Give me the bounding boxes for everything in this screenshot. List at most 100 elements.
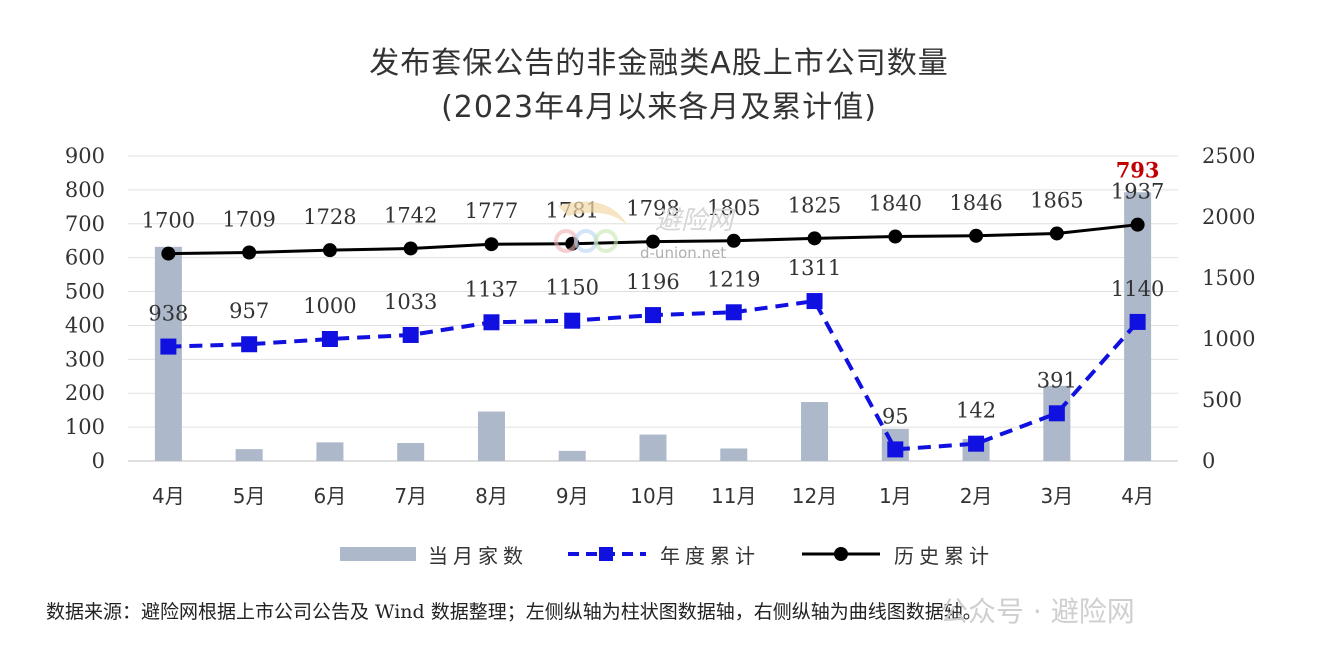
left-axis-tick-label: 800 [65, 178, 105, 202]
annual-data-label: 142 [956, 399, 996, 423]
legend-dashed-line-swatch [568, 547, 646, 561]
history-data-label: 1840 [869, 192, 922, 216]
history-marker [1130, 217, 1145, 232]
right-axis-tick-label: 2000 [1202, 205, 1255, 229]
right-axis-tick-label: 1500 [1202, 266, 1255, 290]
annual-marker [564, 312, 581, 329]
x-axis-tick-label: 2月 [960, 484, 993, 508]
history-marker [969, 228, 984, 243]
annual-data-label: 1137 [465, 277, 518, 301]
annual-marker [645, 307, 661, 324]
annual-data-label: 391 [1037, 368, 1077, 392]
bar [1043, 385, 1071, 461]
left-axis-tick-label: 0 [92, 449, 105, 473]
watermark-logo-icon [548, 196, 668, 266]
history-marker [403, 241, 418, 256]
annual-marker [1048, 405, 1065, 422]
x-axis-tick-label: 4月 [1121, 484, 1154, 508]
legend-item-monthly: 当月家数 [340, 536, 528, 572]
chart-title: 发布套保公告的非金融类A股上市公司数量 [369, 46, 949, 81]
chart-subtitle: (2023年4月以来各月及累计值) [441, 90, 877, 125]
history-marker [484, 237, 499, 252]
right-axis-tick-label: 0 [1202, 449, 1215, 473]
left-axis-tick-label: 700 [65, 212, 105, 236]
data-labels: 1700170917281742177717811798180518251840… [142, 157, 1165, 428]
bar [720, 448, 748, 461]
annual-marker [1129, 313, 1146, 330]
x-axis-ticks: 4月 5月 6月 7月 8月 9月 10月 11月 12月 1月 2月 3月 4月 [152, 484, 1154, 508]
annual-marker [160, 338, 177, 355]
left-axis-tick-label: 200 [65, 381, 105, 405]
legend-label: 历史累计 [894, 543, 994, 568]
annual-marker [321, 331, 338, 347]
history-data-label: 1825 [788, 193, 841, 217]
annual-data-label: 1000 [303, 294, 356, 318]
bar [316, 442, 344, 461]
annual-marker [968, 435, 985, 452]
history-data-label: 1865 [1030, 188, 1083, 212]
annual-marker [483, 314, 500, 331]
annual-marker [402, 326, 419, 343]
bar [558, 450, 586, 461]
annual-marker [725, 304, 742, 321]
gridlines [128, 155, 1178, 462]
watermark-domain: d-union.net [640, 244, 727, 262]
legend-item-history: 历史累计 [800, 536, 994, 572]
history-data-label: 1742 [384, 203, 437, 227]
annual-marker [887, 441, 904, 458]
annual-marker [806, 293, 823, 310]
combo-chart: 0 100 200 300 400 500 600 700 800 900 0 500 1000 150… [65, 144, 1256, 508]
left-axis-tick-label: 400 [65, 313, 105, 337]
x-axis-tick-label: 1月 [879, 484, 912, 508]
x-axis-tick-label: 10月 [630, 484, 675, 508]
history-data-label: 1805 [707, 196, 760, 220]
history-marker [161, 246, 176, 261]
right-axis-tick-label: 1000 [1202, 327, 1255, 351]
x-axis-tick-label: 9月 [556, 484, 589, 508]
history-marker [322, 243, 337, 258]
history-marker [242, 245, 257, 260]
x-axis-tick-label: 3月 [1040, 484, 1073, 508]
annual-data-label: 1196 [626, 270, 679, 294]
left-axis-tick-label: 600 [65, 246, 105, 270]
left-axis-tick-label: 100 [65, 415, 105, 439]
history-data-label: 1700 [142, 209, 195, 233]
bar [639, 434, 667, 461]
annual-data-label: 957 [229, 299, 269, 323]
history-data-label: 1777 [465, 199, 518, 223]
annual-data-label: 1219 [707, 267, 760, 291]
history-data-label: 1846 [949, 191, 1002, 215]
bar [397, 443, 425, 461]
x-axis-tick-label: 5月 [233, 484, 266, 508]
legend-item-annual: 年度累计 [566, 536, 760, 572]
history-data-label: 1709 [222, 208, 275, 232]
chart-legend: 当月家数 年度累计 历史累计 [0, 536, 1318, 572]
bar [235, 449, 263, 461]
x-axis-tick-label: 8月 [475, 484, 508, 508]
history-marker [1049, 226, 1064, 241]
annual-cumulative-series [160, 293, 1146, 458]
annual-data-label: 1140 [1111, 277, 1164, 301]
right-axis-tick-label: 2500 [1202, 144, 1255, 168]
bar [801, 402, 829, 461]
watermark-brand: 避险网 [655, 206, 734, 236]
bar [477, 411, 505, 461]
left-axis-tick-label: 500 [65, 280, 105, 304]
x-axis-tick-label: 7月 [394, 484, 427, 508]
bar-data-label: 793 [1116, 157, 1160, 182]
annual-data-label: 1033 [384, 290, 437, 314]
x-axis-tick-label: 6月 [314, 484, 347, 508]
annual-marker [241, 336, 258, 353]
legend-solid-line-swatch [802, 547, 880, 561]
source-note: 数据来源：避险网根据上市公司公告及 Wind 数据整理；左侧纵轴为柱状图数据轴，… [46, 601, 982, 623]
history-marker [888, 229, 903, 244]
x-axis-tick-label: 11月 [711, 484, 756, 508]
watermark-bottom: 公众号 · 避险网 [940, 595, 1135, 628]
right-axis-tick-label: 500 [1202, 388, 1242, 412]
right-axis-ticks: 0 500 1000 1500 2000 2500 [1202, 144, 1255, 473]
x-axis-tick-label: 12月 [792, 484, 837, 508]
history-marker [726, 233, 741, 248]
history-data-label: 1937 [1111, 180, 1164, 204]
left-axis-ticks: 0 100 200 300 400 500 600 700 800 900 [65, 144, 105, 473]
left-axis-tick-label: 900 [65, 144, 105, 168]
